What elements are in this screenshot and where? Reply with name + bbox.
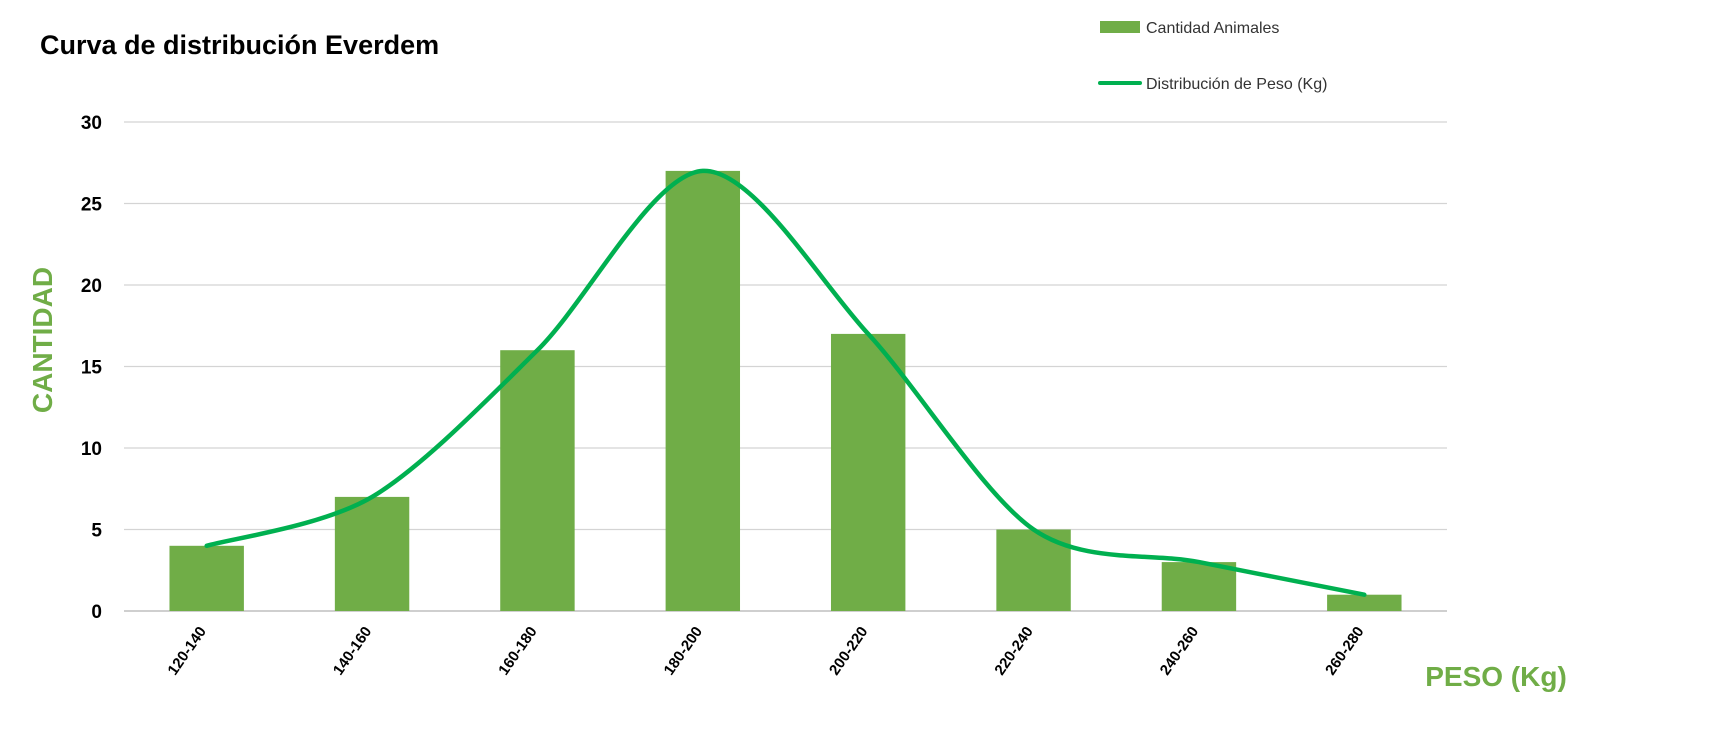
- x-axis-ticks: 120-140 140-160 160-180 180-200 200-220 220-2…: [164, 624, 1367, 679]
- bars: [169, 170, 1402, 611]
- gridlines: [124, 121, 1447, 612]
- x-tick-label: 180-200: [661, 624, 707, 679]
- bar: [830, 333, 906, 611]
- legend: Cantidad Animales Distribución de Peso (…: [1098, 20, 1327, 93]
- y-tick-label: 5: [91, 521, 102, 542]
- distribution-line: [204, 168, 1367, 597]
- bar: [665, 170, 741, 611]
- bar: [1327, 594, 1402, 611]
- bar: [500, 350, 575, 611]
- y-tick-label: 30: [81, 113, 102, 134]
- distribution-line-layer: [204, 168, 1367, 597]
- x-tick-label: 260-280: [1322, 624, 1368, 679]
- y-tick-label: 20: [81, 276, 102, 297]
- bar: [1161, 562, 1237, 611]
- y-axis-ticks: 0 5 10 15 20 25 30: [81, 113, 103, 623]
- x-tick-label: 140-160: [330, 624, 376, 679]
- y-tick-label: 15: [81, 358, 103, 379]
- bar: [169, 545, 244, 611]
- y-tick-label: 0: [91, 602, 102, 623]
- legend-swatch-bars: [1100, 21, 1140, 33]
- x-tick-label: 240-260: [1157, 624, 1203, 679]
- x-tick-label: 160-180: [495, 624, 541, 679]
- x-tick-label: 120-140: [164, 624, 210, 679]
- chart-title: Curva de distribución Everdem: [40, 30, 439, 60]
- legend-label-line: Distribución de Peso (Kg): [1146, 76, 1327, 93]
- y-tick-label: 10: [81, 439, 102, 460]
- x-axis-label: PESO (Kg): [1425, 661, 1567, 692]
- bar: [334, 496, 410, 611]
- x-tick-label: 200-220: [826, 624, 872, 679]
- y-axis-label: CANTIDAD: [27, 267, 58, 413]
- legend-label-bars: Cantidad Animales: [1146, 20, 1279, 37]
- y-tick-label: 25: [81, 195, 103, 216]
- x-tick-label: 220-240: [991, 624, 1037, 679]
